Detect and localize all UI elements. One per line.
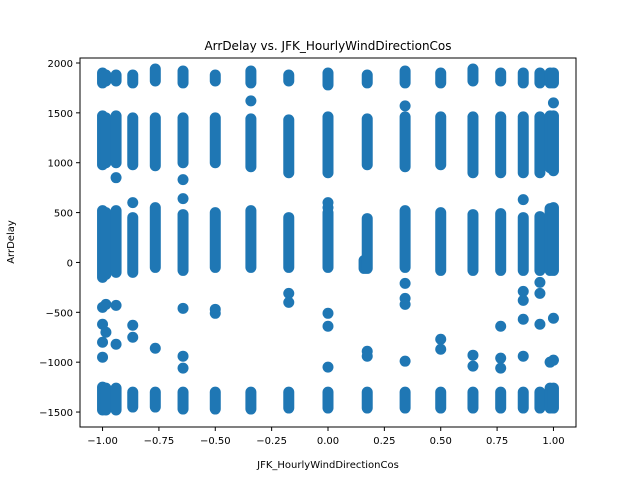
data-point [283,296,295,308]
data-point [110,172,122,184]
data-point [283,287,295,299]
data-point [399,355,411,367]
data-point [97,351,109,363]
data-point [517,294,529,306]
data-point [127,319,139,331]
data-point [177,302,189,314]
y-tick-label: 1500 [48,109,73,120]
data-point [517,350,529,362]
data-point [177,174,189,186]
data-point [127,197,139,209]
data-point [547,354,559,366]
x-axis-ticks: −1.00 −0.75 −0.50 −0.25 0.00 0.25 0.50 0.75 1.00 [87,427,565,447]
y-tick-label: 0 [67,258,73,269]
data-point [534,318,546,330]
data-point [467,349,479,361]
data-point [534,287,546,299]
data-point [435,333,447,345]
data-point [547,312,559,324]
data-point [399,100,411,112]
data-point [322,361,334,373]
data-point [322,197,334,209]
x-tick-label: 1.00 [542,436,564,447]
x-axis-label: JFK_HourlyWindDirectionCos [256,460,399,471]
data-point [149,342,161,354]
data-point [100,298,112,310]
y-axis-ticks: −1500 −1000 −500 0 500 1000 1500 2000 [39,59,80,419]
data-point [245,95,257,107]
data-point [110,299,122,311]
data-point [100,326,112,338]
data-point [97,336,109,348]
data-point [495,352,507,364]
data-point [435,343,447,355]
y-axis-label: ArrDelay [6,220,17,264]
data-point [467,360,479,372]
data-point [322,307,334,319]
data-point [547,97,559,109]
x-tick-label: 0.50 [430,436,452,447]
x-tick-label: 0.75 [486,436,508,447]
y-tick-label: −1000 [39,358,73,369]
data-points [97,63,559,416]
data-point [495,320,507,332]
chart-title: ArrDelay vs. JFK_HourlyWindDirectionCos [204,39,451,53]
data-point [399,298,411,310]
data-point [110,338,122,350]
x-tick-label: 0.00 [317,436,339,447]
x-tick-label: 0.25 [373,436,395,447]
y-tick-label: 2000 [48,59,73,70]
data-point [322,320,334,332]
x-tick-label: −0.25 [256,436,287,447]
data-point [177,193,189,205]
data-point [127,331,139,343]
data-point [399,277,411,289]
data-point [495,362,507,374]
x-tick-label: −0.50 [200,436,231,447]
data-point [177,350,189,362]
data-point [534,276,546,288]
data-point [517,285,529,297]
y-tick-label: 1000 [48,159,73,170]
y-tick-label: −1500 [39,408,73,419]
data-point [517,313,529,325]
data-point [517,194,529,206]
data-point [209,307,221,319]
y-tick-label: 500 [54,209,73,220]
x-tick-label: −1.00 [87,436,118,447]
data-point [177,362,189,374]
y-tick-label: −500 [46,308,73,319]
x-tick-label: −0.75 [144,436,175,447]
data-point [361,350,373,362]
